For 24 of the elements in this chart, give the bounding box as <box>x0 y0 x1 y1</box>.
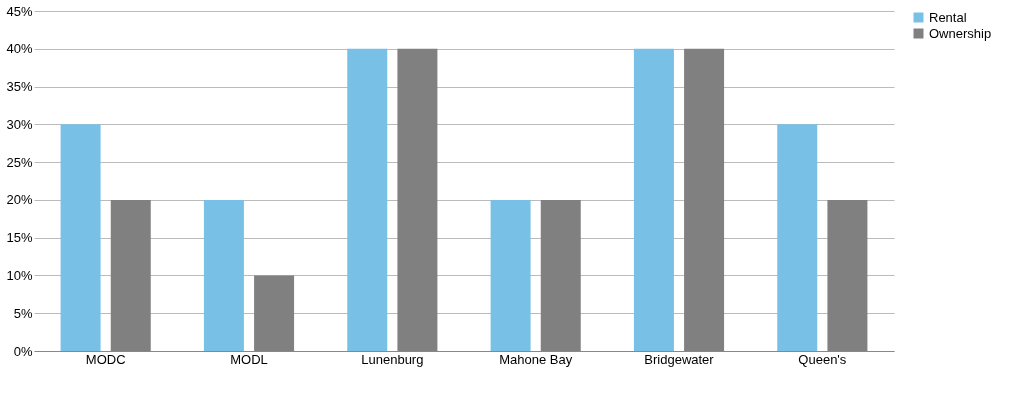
y-tick-label: 40% <box>6 41 33 57</box>
y-tick-label: 35% <box>6 79 33 95</box>
x-tick-label: Bridgewater <box>644 351 715 367</box>
x-tick-label: Queen's <box>798 351 847 367</box>
bar <box>203 199 244 351</box>
y-tick-label: 25% <box>6 154 33 170</box>
y-tick-label: 5% <box>13 305 33 321</box>
x-tick-label: MODC <box>85 351 126 367</box>
bar <box>777 124 818 351</box>
x-tick-label: Mahone Bay <box>499 351 573 367</box>
bar <box>633 48 674 351</box>
bar <box>347 48 388 351</box>
y-tick-label: 20% <box>6 192 33 208</box>
y-tick-label: 30% <box>6 116 33 132</box>
y-tick-label: 0% <box>13 343 33 359</box>
y-tick-label: 15% <box>6 230 33 246</box>
y-tick-label: 10% <box>6 267 33 283</box>
bar <box>490 199 531 351</box>
x-tick-label: Lunenburg <box>361 351 424 367</box>
bar <box>60 124 101 351</box>
y-tick-label: 45% <box>6 3 33 19</box>
legend-label: Rental <box>929 9 967 25</box>
legend-label: Ownership <box>929 25 992 41</box>
x-tick-label: MODL <box>230 351 268 367</box>
